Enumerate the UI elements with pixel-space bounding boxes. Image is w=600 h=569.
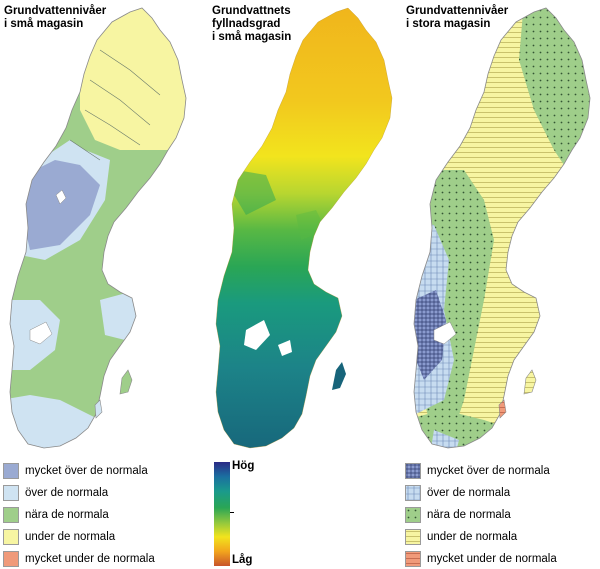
color-scale-tick [230, 512, 234, 513]
legend-label: mycket under de normala [25, 553, 155, 565]
legend-swatch [3, 529, 19, 545]
legend-swatch [3, 551, 19, 567]
legend-swatch [405, 463, 421, 479]
color-scale-bar [214, 462, 230, 566]
color-scale-low-label: Låg [232, 554, 253, 566]
legend-label: under de normala [427, 531, 518, 543]
map-groundwater-large [413, 7, 591, 449]
legend-swatch [405, 551, 421, 567]
legend-label: över de normala [427, 487, 511, 499]
legend-label: nära de normala [25, 509, 109, 521]
legend-label: över de normala [25, 487, 109, 499]
panel-title: Grundvattennivåer i små magasin [4, 5, 107, 30]
legend-swatch [405, 529, 421, 545]
legend-swatch [3, 507, 19, 523]
legend-label: under de normala [25, 531, 116, 543]
legend-label: mycket över de normala [25, 465, 148, 477]
legend-swatch [3, 463, 19, 479]
legend-label: mycket under de normala [427, 553, 557, 565]
panel-small-aquifers: Grundvattennivåer i små magasin [0, 0, 200, 569]
color-scale-high-label: Hög [232, 460, 255, 472]
panel-title: Grundvattennivåer i stora magasin [406, 5, 509, 30]
legend-swatch [3, 485, 19, 501]
map-fill-degree [215, 7, 393, 449]
panel-fill-degree: Grundvattnets fyllnadsgrad i små magasin… [200, 0, 400, 569]
legend-swatch [405, 507, 421, 523]
panel-large-aquifers: Grundvattennivåer i stora magasin [400, 0, 600, 569]
legend-label: mycket över de normala [427, 465, 550, 477]
map-groundwater-small [9, 7, 187, 449]
legend-swatch [405, 485, 421, 501]
panel-title: Grundvattnets fyllnadsgrad i små magasin [212, 5, 292, 43]
legend-label: nära de normala [427, 509, 511, 521]
